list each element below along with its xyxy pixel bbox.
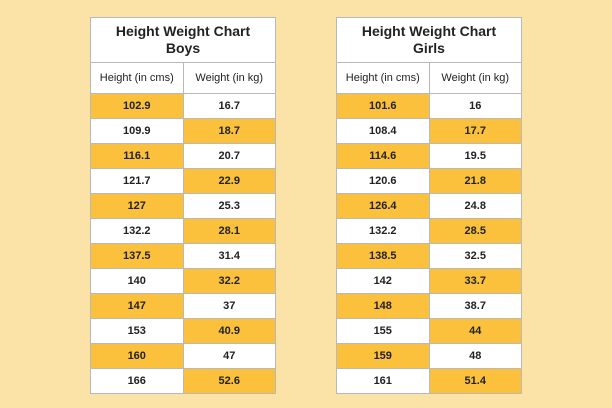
- boys-weight-cell: 32.2: [182, 268, 275, 294]
- girls-height-cell: 120.6: [337, 168, 430, 194]
- girls-height-cell: 101.6: [337, 93, 430, 119]
- boys-height-cell: 127: [91, 193, 184, 219]
- boys-height-weight-table: Height Weight Chart Boys Height (in cms)…: [90, 17, 276, 394]
- girls-weight-cell: 21.8: [428, 168, 521, 194]
- boys-height-cell: 137.5: [91, 243, 184, 269]
- boys-header-row: Height (in cms) Weight (in kg): [91, 63, 275, 94]
- girls-height-cell: 142: [337, 268, 430, 294]
- boys-height-cell: 109.9: [91, 118, 184, 144]
- table-row: 138.5 32.5: [337, 243, 521, 269]
- girls-weight-cell: 24.8: [428, 193, 521, 219]
- girls-table: Height (in cms) Weight (in kg) 101.6 16 10…: [337, 63, 521, 393]
- girls-weight-cell: 44: [428, 318, 521, 344]
- girls-weight-cell: 32.5: [428, 243, 521, 269]
- boys-table-body: 102.9 16.7 109.9 18.7 116.1 20.7 121.7 22.9 127 2…: [91, 93, 275, 393]
- table-row: 155 44: [337, 318, 521, 344]
- boys-height-cell: 121.7: [91, 168, 184, 194]
- table-row: 116.1 20.7: [91, 143, 275, 169]
- boys-weight-cell: 22.9: [182, 168, 275, 194]
- table-row: 153 40.9: [91, 318, 275, 344]
- table-row: 114.6 19.5: [337, 143, 521, 169]
- boys-weight-cell: 20.7: [182, 143, 275, 169]
- girls-height-cell: 126.4: [337, 193, 430, 219]
- table-row: 147 37: [91, 293, 275, 319]
- girls-weight-cell: 33.7: [428, 268, 521, 294]
- boys-height-cell: 132.2: [91, 218, 184, 244]
- table-row: 127 25.3: [91, 193, 275, 219]
- girls-height-cell: 108.4: [337, 118, 430, 144]
- girls-height-column-header: Height (in cms): [337, 63, 430, 94]
- boys-weight-cell: 25.3: [182, 193, 275, 219]
- boys-weight-cell: 52.6: [182, 368, 275, 393]
- girls-height-cell: 161: [337, 368, 430, 393]
- boys-height-cell: 160: [91, 343, 184, 369]
- boys-chart-title: Height Weight Chart Boys: [91, 18, 275, 63]
- girls-weight-cell: 28.5: [428, 218, 521, 244]
- girls-chart-title: Height Weight Chart Girls: [337, 18, 521, 63]
- boys-weight-cell: 47: [182, 343, 275, 369]
- table-row: 148 38.7: [337, 293, 521, 319]
- boys-weight-cell: 16.7: [182, 93, 275, 119]
- girls-height-cell: 148: [337, 293, 430, 319]
- table-row: 120.6 21.8: [337, 168, 521, 194]
- table-row: 126.4 24.8: [337, 193, 521, 219]
- boys-weight-cell: 28.1: [182, 218, 275, 244]
- table-row: 140 32.2: [91, 268, 275, 294]
- boys-weight-cell: 18.7: [182, 118, 275, 144]
- table-row: 121.7 22.9: [91, 168, 275, 194]
- table-row: 108.4 17.7: [337, 118, 521, 144]
- girls-height-cell: 159: [337, 343, 430, 369]
- boys-weight-cell: 40.9: [182, 318, 275, 344]
- girls-height-cell: 155: [337, 318, 430, 344]
- table-row: 132.2 28.5: [337, 218, 521, 244]
- table-row: 137.5 31.4: [91, 243, 275, 269]
- girls-weight-cell: 38.7: [428, 293, 521, 319]
- table-row: 142 33.7: [337, 268, 521, 294]
- table-row: 102.9 16.7: [91, 93, 275, 119]
- boys-title-line1: Height Weight Chart: [115, 23, 251, 39]
- girls-header-row: Height (in cms) Weight (in kg): [337, 63, 521, 94]
- boys-title-line2: Boys: [165, 40, 201, 56]
- girls-title-line2: Girls: [413, 40, 445, 56]
- girls-height-cell: 132.2: [337, 218, 430, 244]
- girls-weight-cell: 16: [428, 93, 521, 119]
- girls-weight-column-header: Weight (in kg): [428, 63, 521, 94]
- girls-weight-cell: 51.4: [428, 368, 521, 393]
- girls-weight-cell: 48: [428, 343, 521, 369]
- boys-height-cell: 140: [91, 268, 184, 294]
- table-row: 101.6 16: [337, 93, 521, 119]
- boys-height-column-header: Height (in cms): [91, 63, 184, 94]
- table-row: 166 52.6: [91, 368, 275, 393]
- table-row: 160 47: [91, 343, 275, 369]
- boys-weight-cell: 37: [182, 293, 275, 319]
- boys-weight-cell: 31.4: [182, 243, 275, 269]
- table-row: 161 51.4: [337, 368, 521, 393]
- girls-height-cell: 114.6: [337, 143, 430, 169]
- girls-weight-cell: 17.7: [428, 118, 521, 144]
- boys-weight-column-header: Weight (in kg): [182, 63, 275, 94]
- girls-table-body: 101.6 16 108.4 17.7 114.6 19.5 120.6 21.8 126.4 2…: [337, 93, 521, 393]
- table-row: 109.9 18.7: [91, 118, 275, 144]
- boys-height-cell: 166: [91, 368, 184, 393]
- table-row: 132.2 28.1: [91, 218, 275, 244]
- table-row: 159 48: [337, 343, 521, 369]
- girls-height-cell: 138.5: [337, 243, 430, 269]
- girls-title-line1: Height Weight Chart: [361, 23, 497, 39]
- boys-height-cell: 102.9: [91, 93, 184, 119]
- girls-weight-cell: 19.5: [428, 143, 521, 169]
- boys-table: Height (in cms) Weight (in kg) 102.9 16.7…: [91, 63, 275, 393]
- boys-height-cell: 147: [91, 293, 184, 319]
- boys-height-cell: 116.1: [91, 143, 184, 169]
- girls-height-weight-table: Height Weight Chart Girls Height (in cms…: [336, 17, 522, 394]
- boys-height-cell: 153: [91, 318, 184, 344]
